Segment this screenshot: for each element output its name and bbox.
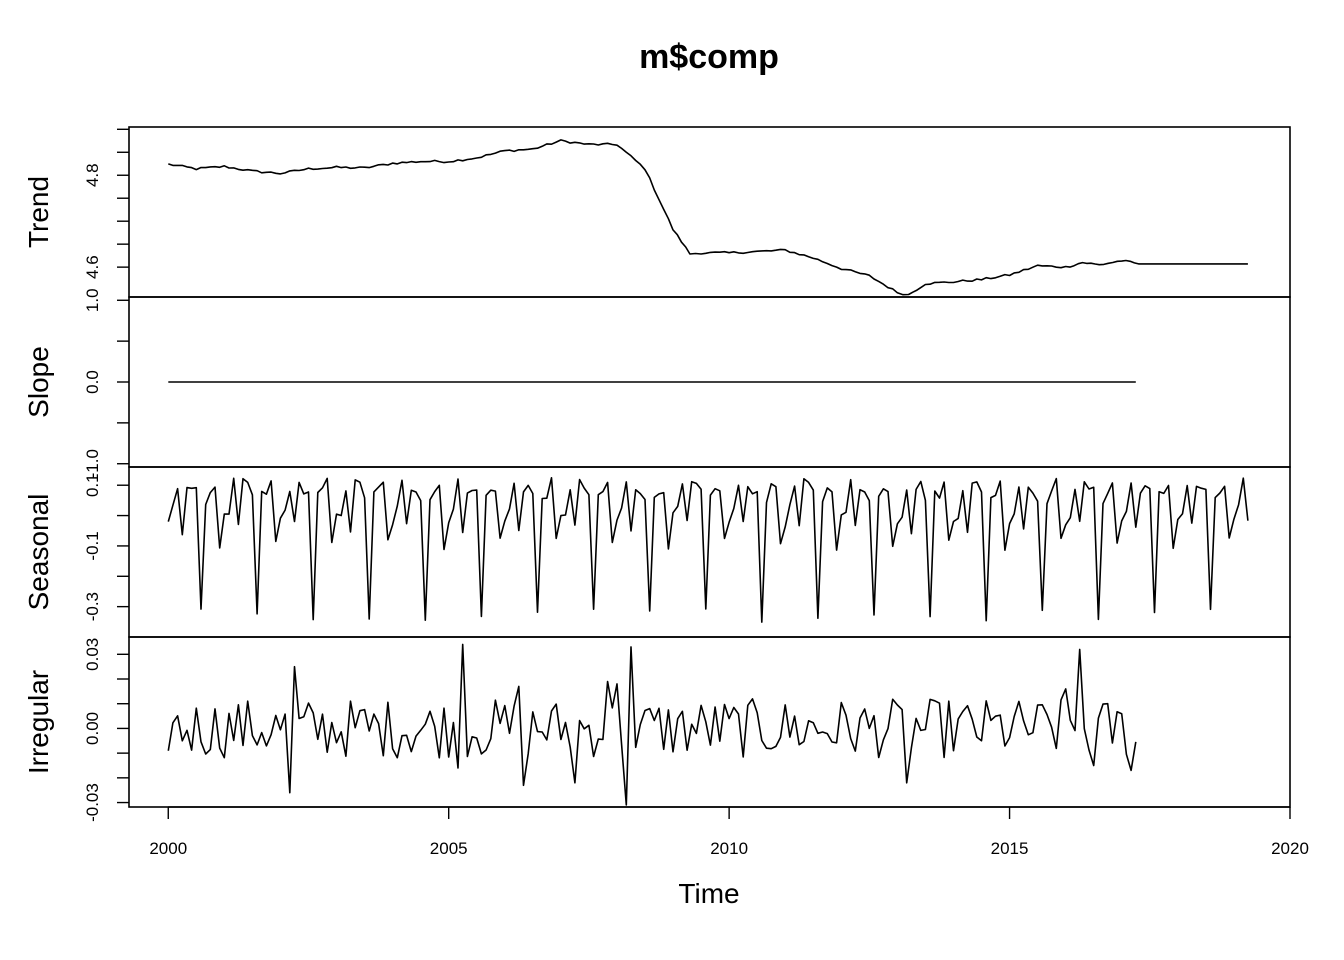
chart-title: m$comp <box>639 38 779 76</box>
panel-irregular: -0.03 0.00 0.03 Irregular <box>23 636 1291 822</box>
series-line-irregular <box>167 643 1137 806</box>
panel-trend: 4.6 4.8 Trend <box>23 126 1291 298</box>
series-line-trend <box>168 139 1248 296</box>
y-axis-label-irregular: Irregular <box>23 670 54 774</box>
x-tick-label: 2000 <box>149 839 187 858</box>
x-tick-label: 2010 <box>710 839 748 858</box>
panel-frame-trend <box>128 126 1291 298</box>
y-tick-label-seasonal: 0.1 <box>83 473 102 497</box>
y-tick-label-slope: 0.0 <box>83 370 102 394</box>
y-tick-label-slope: 1.0 <box>83 288 102 312</box>
y-axis-label-seasonal: Seasonal <box>23 494 54 611</box>
series-line-seasonal <box>167 477 1249 623</box>
y-tick-label-trend: 4.6 <box>83 255 102 279</box>
x-tick-label: 2020 <box>1271 839 1309 858</box>
panel-slope: -1.0 0.0 1.0 Slope <box>23 288 1291 478</box>
x-tick-label: 2015 <box>991 839 1029 858</box>
y-tick-label-irregular: -0.03 <box>83 783 102 822</box>
y-tick-label-trend: 4.8 <box>83 163 102 187</box>
panel-seasonal: -0.3 -0.1 0.1 Seasonal <box>23 466 1291 638</box>
x-axis-label: Time <box>678 878 739 909</box>
y-tick-label-irregular: 0.03 <box>83 638 102 671</box>
y-axis-label-trend: Trend <box>23 176 54 248</box>
y-axis-label-slope: Slope <box>23 346 54 418</box>
x-tick-label: 2005 <box>430 839 468 858</box>
panels-group: 4.6 4.8 Trend -1.0 0.0 1.0 Slope -0.3 -0.1 0.1 Sea… <box>23 126 1291 822</box>
y-tick-label-seasonal: -0.1 <box>83 531 102 560</box>
x-axis: 2000 2005 2010 2015 2020 <box>149 806 1309 858</box>
y-tick-label-slope: -1.0 <box>83 449 102 478</box>
y-tick-label-irregular: 0.00 <box>83 712 102 745</box>
y-tick-label-seasonal: -0.3 <box>83 592 102 621</box>
